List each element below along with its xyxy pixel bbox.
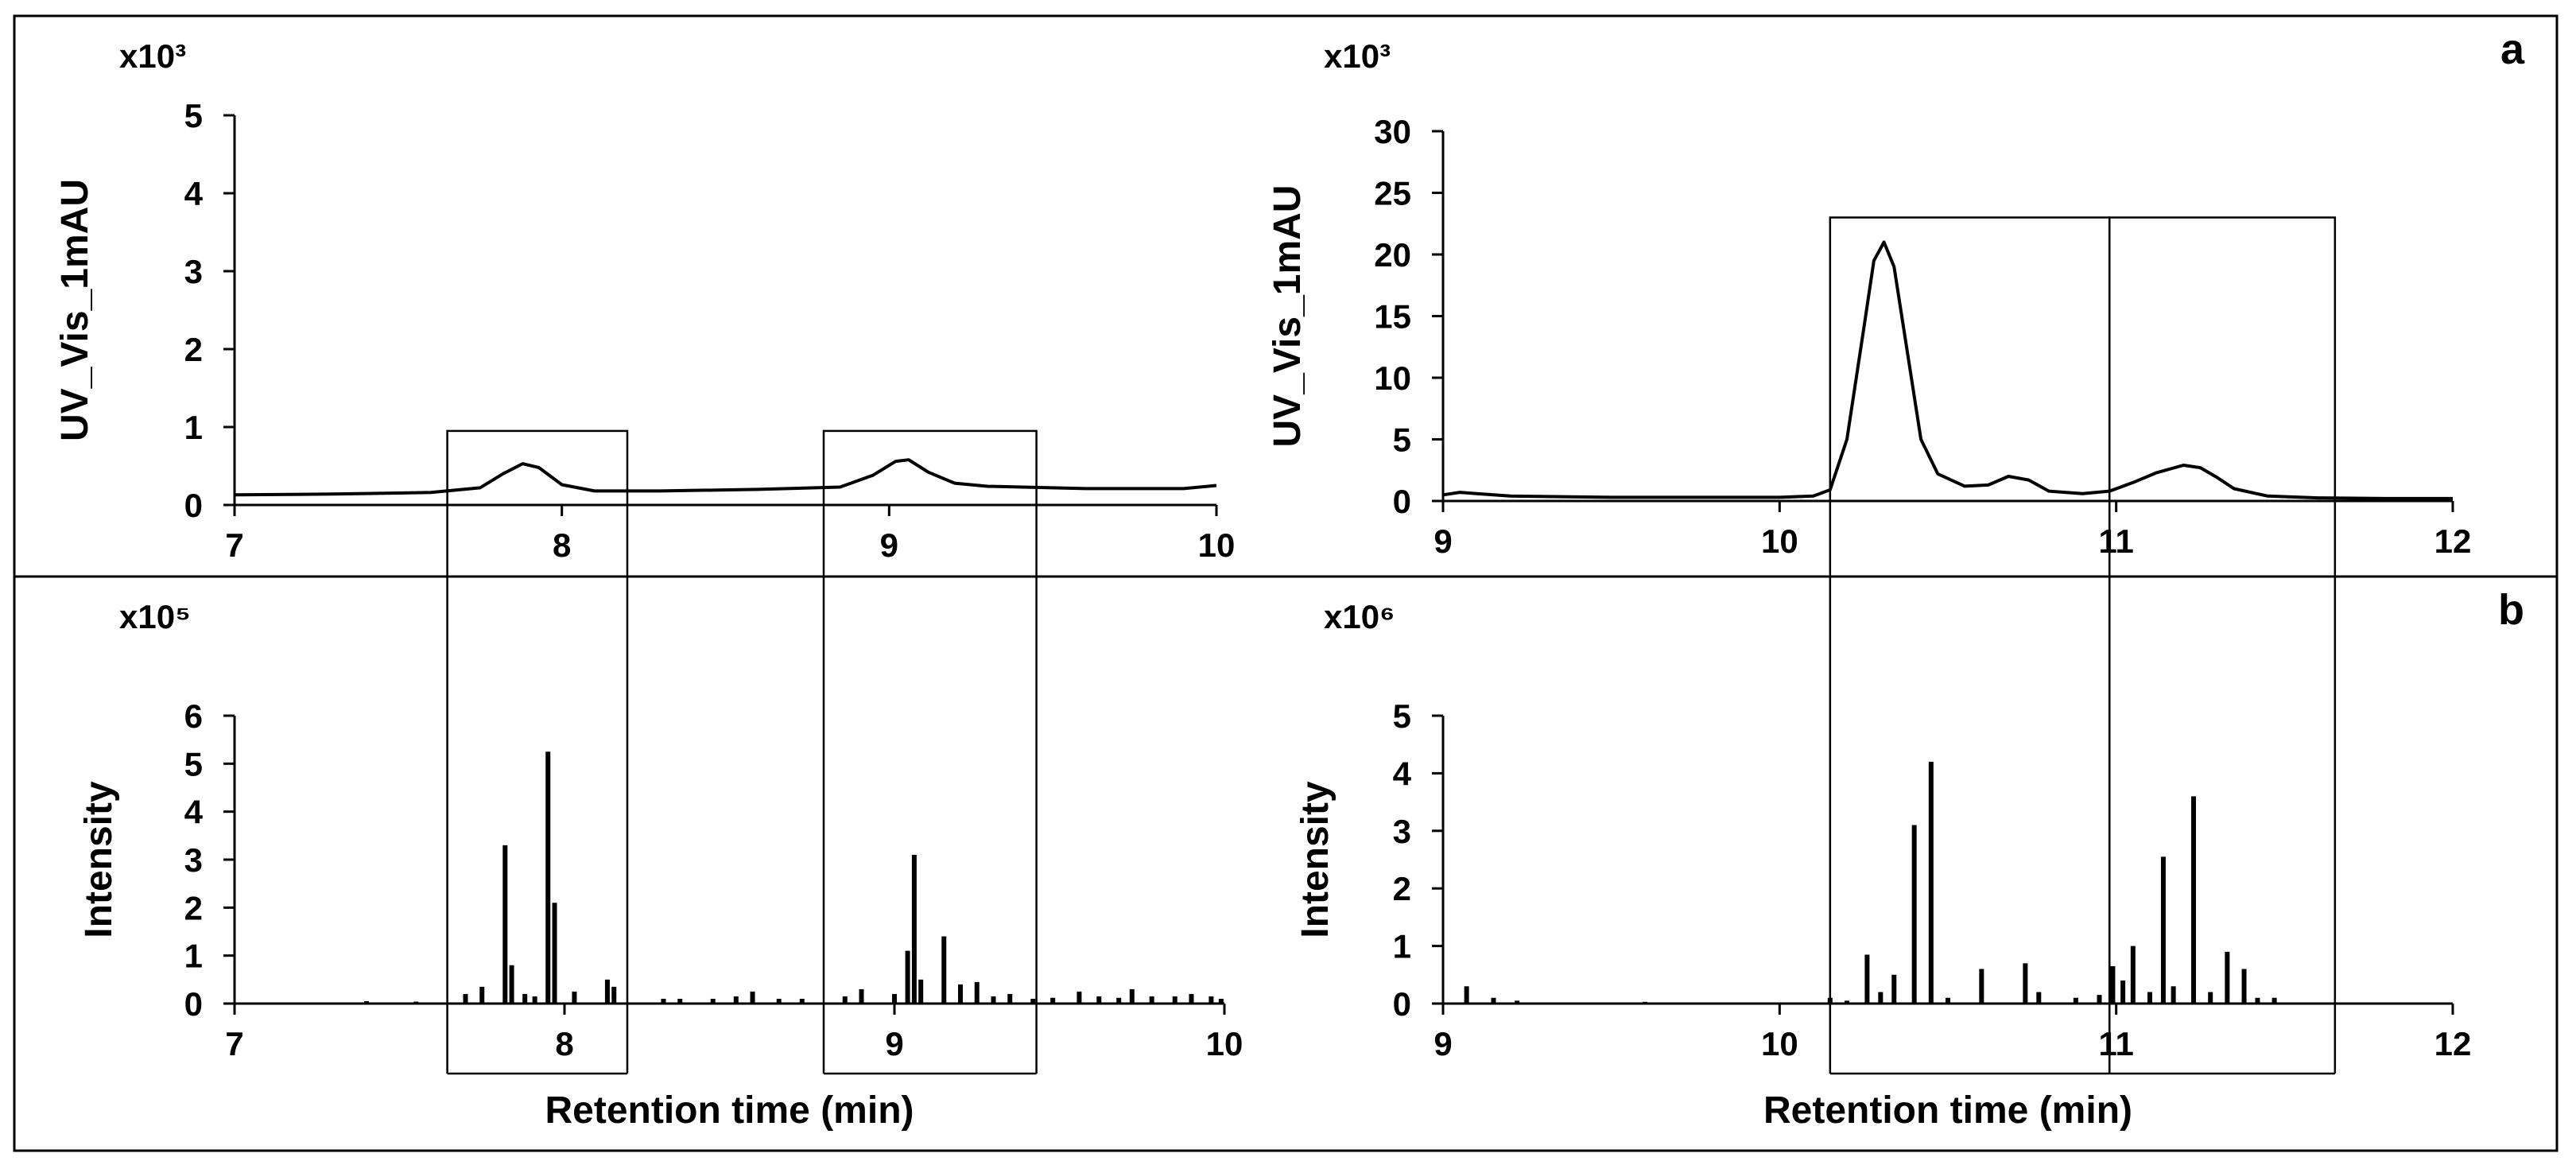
y-tick-label: 5 xyxy=(1393,421,1411,459)
y-tick-label: 5 xyxy=(1393,697,1411,735)
x-tick-label: 7 xyxy=(225,1025,243,1062)
y-tick-label: 10 xyxy=(1374,359,1411,397)
y-tick-label: 6 xyxy=(184,697,203,735)
x-tick-label: 9 xyxy=(1433,1025,1452,1062)
x-tick-label: 9 xyxy=(880,526,898,564)
panel-b-frame xyxy=(13,575,2559,1152)
y-axis-title: UV_Vis_1mAU xyxy=(1267,185,1309,448)
y-tick-label: 0 xyxy=(1393,483,1411,520)
y-tick-label: 25 xyxy=(1374,175,1411,212)
chart-a-left: 0 1 2 3 4 5 7 8 9 10 x10³ UV_Vis_1mAU xyxy=(54,37,1235,564)
chart-b-left: 0 1 2 3 4 5 6 7 8 9 10 x10⁵ Intensity Retention time … xyxy=(78,598,1243,1132)
region-box xyxy=(822,429,1038,507)
y-multiplier-label: x10⁵ xyxy=(119,598,191,635)
region-box xyxy=(1829,216,2111,503)
y-multiplier-label: x10³ xyxy=(1324,37,1391,75)
x-axis-title: Retention time (min) xyxy=(545,1089,914,1132)
y-tick-label: 1 xyxy=(184,938,203,975)
y-tick-label: 3 xyxy=(1393,813,1411,850)
x-tick-label: 10 xyxy=(1761,522,1798,560)
y-multiplier-label: x10⁶ xyxy=(1324,598,1395,635)
uv-trace-line xyxy=(234,458,1217,497)
y-tick-label: 2 xyxy=(184,889,203,926)
y-tick-label: 30 xyxy=(1374,113,1411,150)
y-tick-label: 1 xyxy=(1393,928,1411,965)
x-tick-label: 7 xyxy=(225,526,243,564)
y-tick-label: 3 xyxy=(184,841,203,879)
x-tick-label: 9 xyxy=(885,1025,903,1062)
uv-trace-line xyxy=(1442,240,2453,500)
x-tick-label: 12 xyxy=(2434,522,2472,560)
x-tick-label: 8 xyxy=(553,526,571,564)
y-axis-title: Intensity xyxy=(78,781,120,938)
region-box xyxy=(446,429,629,507)
x-tick-label: 10 xyxy=(1198,526,1236,564)
x-tick-label: 8 xyxy=(555,1025,573,1062)
y-tick-label: 4 xyxy=(184,175,204,212)
y-tick-label: 4 xyxy=(1393,755,1412,792)
panel-b-letter: b xyxy=(2498,586,2524,634)
y-tick-label: 15 xyxy=(1374,298,1411,336)
y-tick-label: 0 xyxy=(184,985,203,1023)
x-tick-label: 10 xyxy=(1206,1025,1243,1062)
y-tick-label: 0 xyxy=(1393,985,1411,1023)
x-tick-label: 10 xyxy=(1761,1025,1798,1062)
region-box xyxy=(2108,216,2337,503)
x-tick-label: 11 xyxy=(2098,522,2133,560)
y-tick-label: 0 xyxy=(184,487,203,524)
y-tick-label: 1 xyxy=(184,409,203,446)
x-tick-label: 11 xyxy=(2098,1025,2133,1062)
region-box-connectors xyxy=(446,501,2337,1075)
x-tick-label: 9 xyxy=(1433,522,1452,560)
chart-a-right: 0 5 10 15 20 25 30 9 10 11 12 x10³ UV_Vis_1mAU xyxy=(1267,37,2471,560)
y-tick-label: 5 xyxy=(184,745,203,782)
y-multiplier-label: x10³ xyxy=(119,37,186,75)
y-axis-title: UV_Vis_1mAU xyxy=(54,179,96,441)
panel-a-letter: a xyxy=(2500,25,2525,73)
y-tick-label: 20 xyxy=(1374,236,1411,274)
x-axis-title: Retention time (min) xyxy=(1763,1089,2132,1132)
x-tick-label: 12 xyxy=(2434,1025,2472,1062)
y-tick-label: 2 xyxy=(1393,870,1411,907)
y-tick-label: 2 xyxy=(184,331,203,368)
y-tick-label: 5 xyxy=(184,97,203,134)
y-tick-label: 4 xyxy=(184,794,204,831)
y-tick-label: 3 xyxy=(184,253,203,290)
y-axis-title: Intensity xyxy=(1294,781,1336,938)
